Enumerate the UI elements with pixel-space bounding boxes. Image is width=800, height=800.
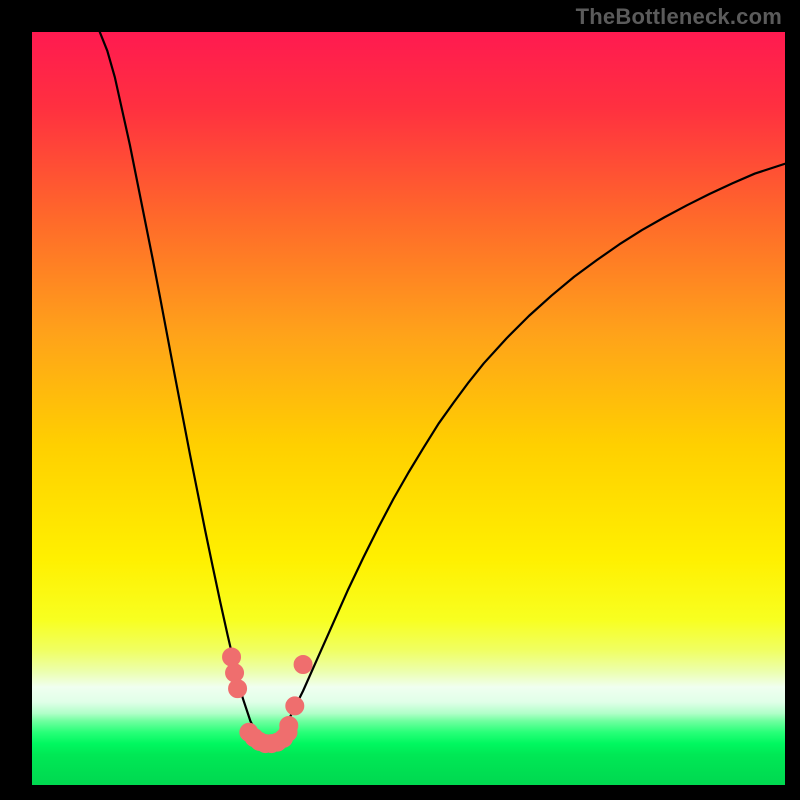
marker-dot	[280, 717, 298, 735]
frame-bottom	[0, 785, 800, 800]
marker-dot	[294, 656, 312, 674]
frame-right	[785, 0, 800, 800]
marker-dot	[223, 648, 241, 666]
marker-dot	[226, 664, 244, 682]
frame-left	[0, 0, 32, 800]
marker-dot	[286, 697, 304, 715]
gradient-background	[32, 32, 785, 785]
marker-dot	[229, 680, 247, 698]
watermark-text: TheBottleneck.com	[576, 4, 782, 30]
plot-area	[32, 32, 785, 785]
chart-svg	[32, 32, 785, 785]
